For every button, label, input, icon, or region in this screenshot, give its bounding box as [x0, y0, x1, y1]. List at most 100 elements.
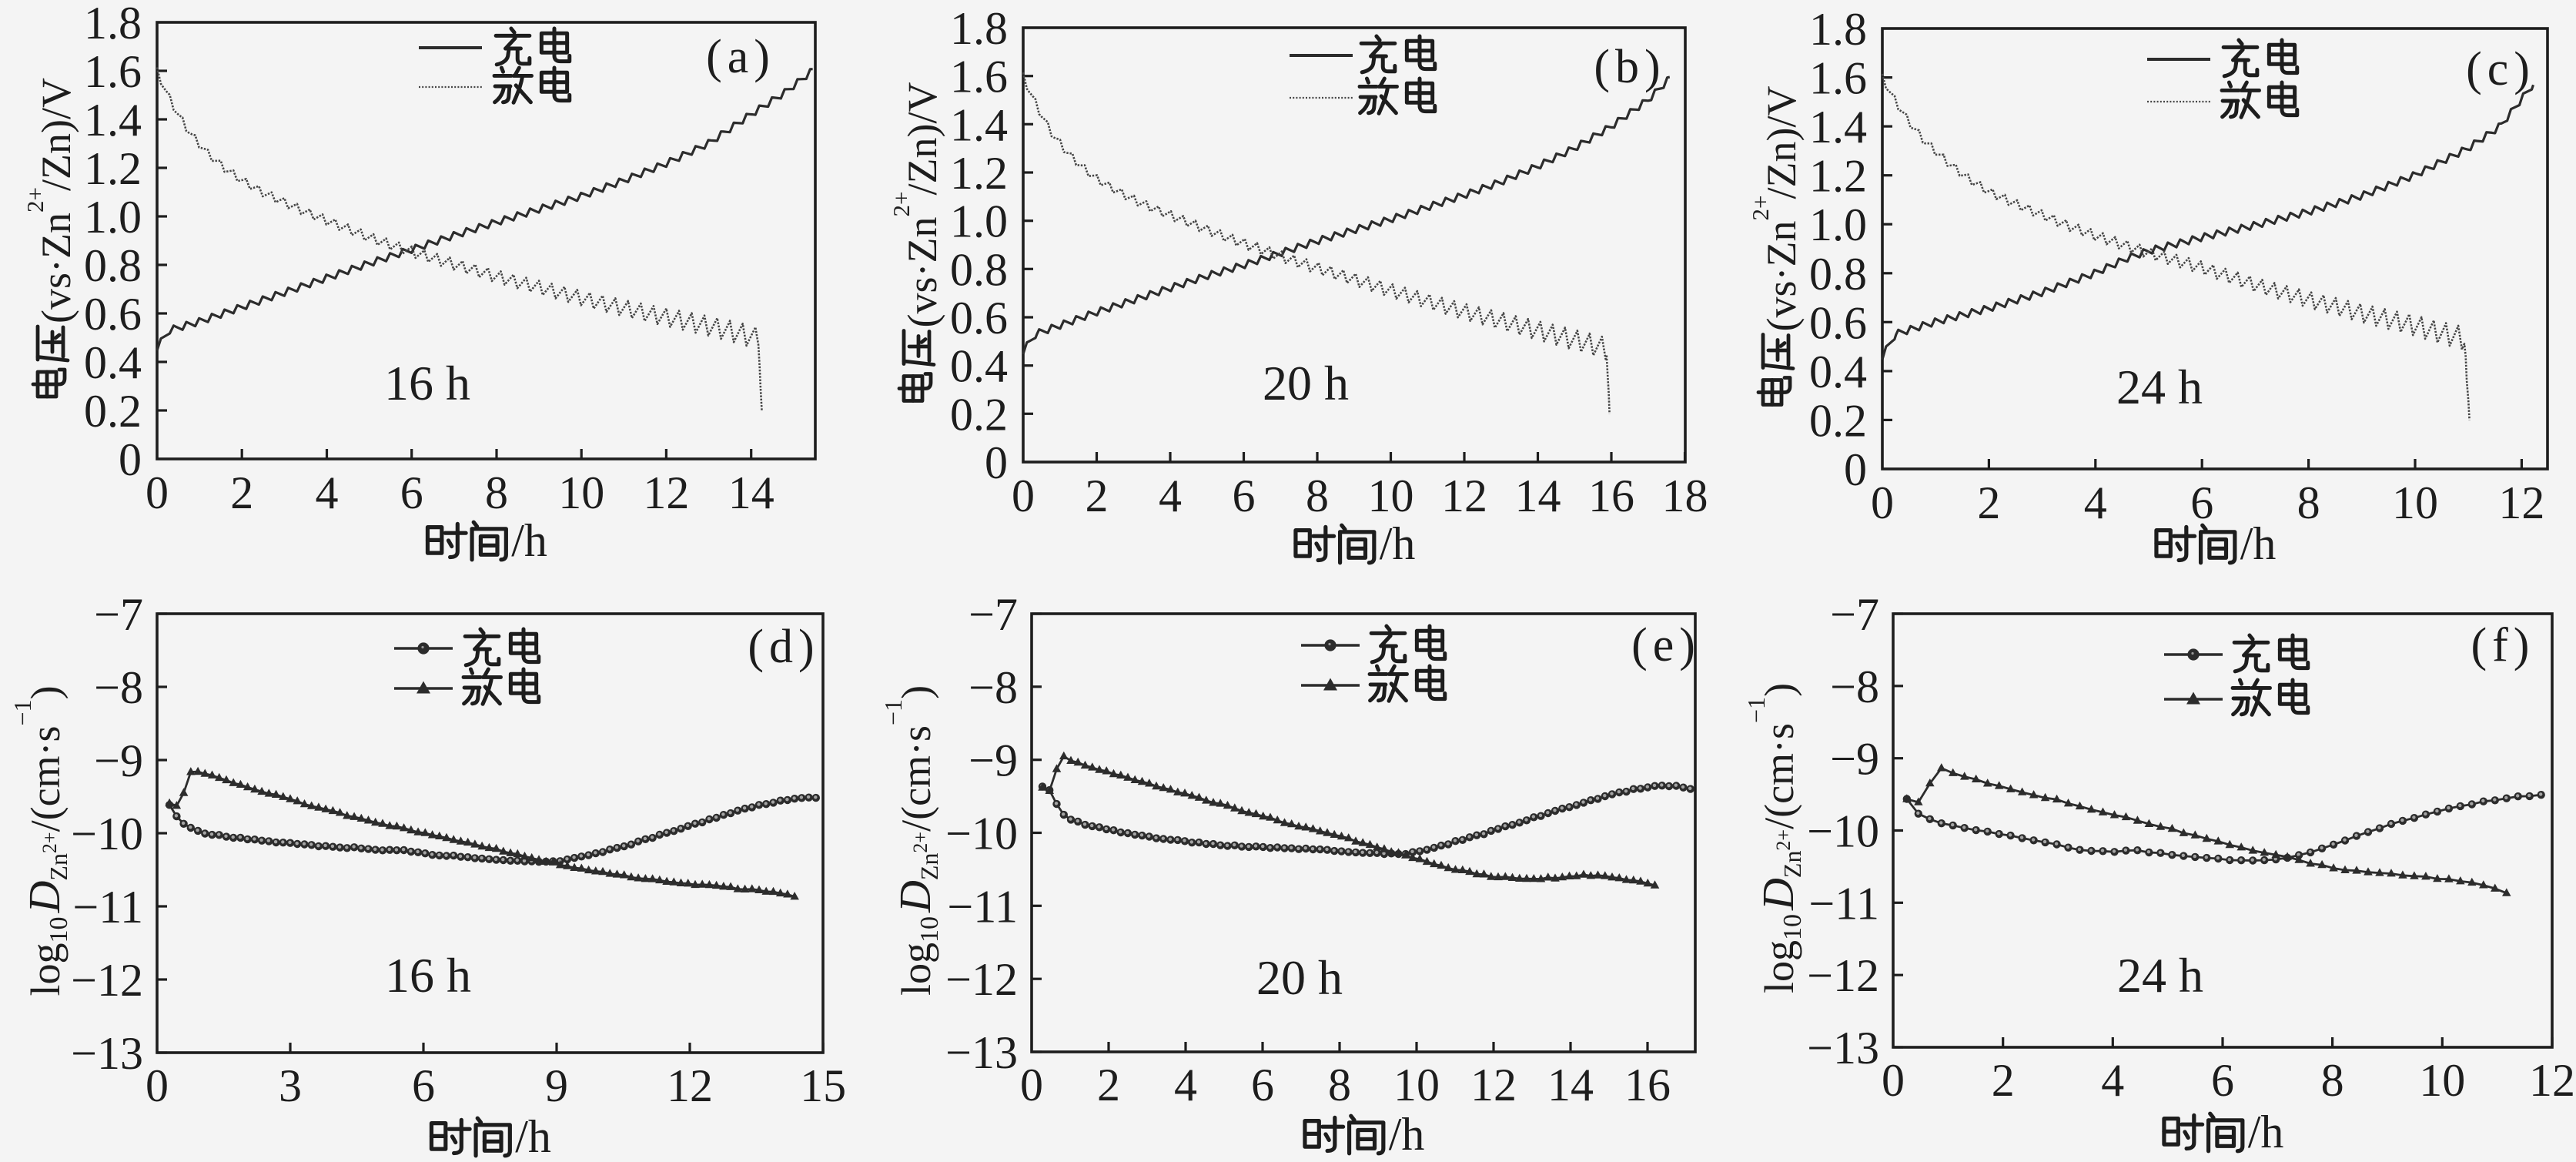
svg-text:0.6: 0.6: [84, 289, 142, 340]
svg-text:0.4: 0.4: [84, 337, 142, 388]
svg-text:0.8: 0.8: [84, 240, 142, 291]
svg-text:0: 0: [119, 434, 142, 485]
svg-text:0: 0: [1012, 470, 1035, 521]
svg-text:1.4: 1.4: [950, 99, 1008, 150]
svg-text:20 h: 20 h: [1256, 950, 1343, 1005]
svg-text:10: 10: [1368, 470, 1414, 521]
svg-text:4: 4: [2101, 1055, 2124, 1106]
svg-text:0.2: 0.2: [1809, 395, 1867, 446]
svg-text:10: 10: [2419, 1055, 2465, 1106]
svg-text:16 h: 16 h: [385, 948, 471, 1003]
svg-text:2+: 2+: [38, 832, 61, 853]
svg-text:14: 14: [728, 467, 774, 518]
svg-text:12: 12: [1470, 1060, 1517, 1110]
svg-text:/(cm·s: /(cm·s: [1756, 723, 1802, 829]
svg-text:(vs·Zn: (vs·Zn: [899, 217, 945, 328]
svg-text:−10: −10: [945, 809, 1018, 859]
svg-text:/h: /h: [1389, 1109, 1425, 1160]
svg-text:−7: −7: [969, 589, 1018, 640]
svg-text:Zn: Zn: [1778, 851, 1806, 879]
svg-text:(d): (d): [748, 621, 819, 673]
svg-text:2+: 2+: [888, 192, 915, 217]
svg-text:1.6: 1.6: [84, 46, 142, 97]
svg-text:10: 10: [915, 916, 944, 943]
svg-text:/(cm·s: /(cm·s: [22, 725, 69, 832]
svg-text:1.4: 1.4: [1809, 102, 1867, 152]
svg-text:1.6: 1.6: [1809, 53, 1867, 104]
svg-text:1.8: 1.8: [950, 3, 1008, 54]
svg-text:8: 8: [485, 467, 508, 518]
svg-text:1.2: 1.2: [1809, 151, 1867, 202]
svg-text:12: 12: [1441, 470, 1487, 521]
svg-text:1.8: 1.8: [84, 0, 142, 49]
svg-text:/Zn)/V: /Zn)/V: [1758, 86, 1805, 199]
svg-text:4: 4: [1159, 470, 1182, 521]
svg-text:(vs·Zn: (vs·Zn: [1758, 221, 1805, 332]
svg-text:(f): (f): [2471, 619, 2535, 671]
svg-text:9: 9: [545, 1060, 568, 1111]
svg-text:D: D: [19, 881, 69, 914]
svg-text:/h: /h: [1380, 518, 1416, 569]
svg-text:1.2: 1.2: [950, 148, 1008, 199]
svg-text:Zn: Zn: [45, 853, 72, 881]
svg-text:−12: −12: [1807, 950, 1879, 1001]
svg-text:15: 15: [800, 1060, 846, 1111]
svg-text:0: 0: [1882, 1055, 1905, 1106]
svg-text:0: 0: [1844, 444, 1867, 495]
svg-text:1.6: 1.6: [950, 52, 1008, 102]
svg-text:(c): (c): [2466, 43, 2535, 95]
svg-text:2: 2: [1977, 477, 2000, 528]
svg-text:0.8: 0.8: [950, 244, 1008, 295]
svg-text:−9: −9: [94, 735, 143, 786]
svg-text:6: 6: [1233, 470, 1256, 521]
svg-text:−11: −11: [947, 881, 1018, 932]
svg-text:−13: −13: [1807, 1023, 1879, 1073]
svg-text:3: 3: [279, 1060, 302, 1111]
svg-text:/Zn)/V: /Zn)/V: [33, 78, 79, 191]
svg-text:0: 0: [1871, 477, 1894, 528]
svg-text:−8: −8: [94, 662, 143, 713]
svg-text:8: 8: [2321, 1055, 2344, 1106]
svg-text:10: 10: [45, 917, 73, 943]
svg-text:6: 6: [412, 1060, 435, 1111]
svg-text:0: 0: [985, 437, 1008, 488]
svg-text:D: D: [890, 880, 940, 913]
svg-text:−13: −13: [71, 1028, 143, 1079]
svg-text:log: log: [22, 943, 69, 996]
svg-text:): ): [893, 685, 939, 699]
svg-text:−11: −11: [1808, 878, 1879, 929]
svg-text:−11: −11: [72, 882, 143, 933]
svg-text:1.4: 1.4: [84, 95, 142, 146]
svg-text:2+: 2+: [909, 832, 932, 853]
svg-text:0.8: 0.8: [1809, 249, 1867, 300]
svg-text:−13: −13: [945, 1027, 1018, 1078]
svg-text:): ): [22, 685, 69, 699]
svg-text:14: 14: [1547, 1060, 1594, 1110]
svg-text:−10: −10: [71, 809, 143, 859]
svg-text:log: log: [1756, 940, 1802, 993]
svg-text:4: 4: [316, 467, 339, 518]
svg-text:12: 12: [2498, 477, 2544, 528]
svg-text:0: 0: [146, 1060, 169, 1111]
svg-text:/Zn)/V: /Zn)/V: [899, 82, 945, 196]
svg-text:(b): (b): [1594, 41, 1665, 93]
svg-text:8: 8: [1306, 470, 1329, 521]
svg-text:20 h: 20 h: [1263, 356, 1349, 410]
svg-text:(vs·Zn: (vs·Zn: [33, 213, 79, 323]
svg-text:1.0: 1.0: [84, 192, 142, 243]
svg-text:4: 4: [1174, 1060, 1197, 1110]
svg-text:(a): (a): [706, 31, 775, 83]
svg-text:16: 16: [1624, 1060, 1671, 1110]
svg-text:1.0: 1.0: [950, 196, 1008, 247]
svg-text:12: 12: [667, 1060, 713, 1111]
svg-text:(e): (e): [1631, 619, 1701, 671]
svg-text:6: 6: [1251, 1060, 1274, 1110]
svg-text:18: 18: [1662, 470, 1708, 521]
svg-text:0.2: 0.2: [84, 386, 142, 437]
svg-text:0.4: 0.4: [950, 341, 1008, 392]
svg-text:4: 4: [2084, 477, 2107, 528]
svg-text:−12: −12: [71, 955, 143, 1006]
svg-text:12: 12: [643, 467, 689, 518]
svg-text:10: 10: [558, 467, 604, 518]
svg-text:/h: /h: [2240, 518, 2277, 569]
